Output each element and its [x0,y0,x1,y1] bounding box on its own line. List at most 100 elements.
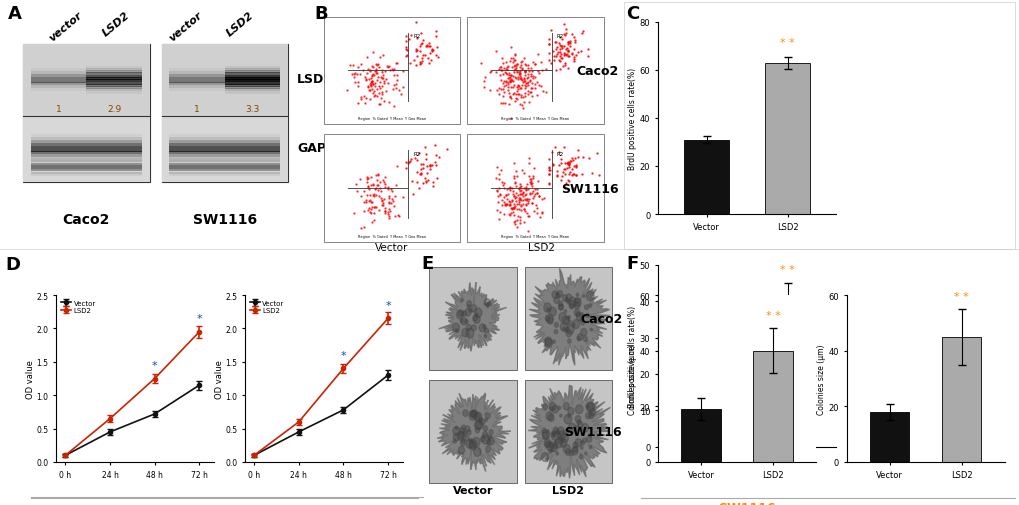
Point [510,194,526,202]
Circle shape [541,428,545,433]
Point [544,161,560,169]
Point [346,70,363,78]
Point [505,205,522,213]
Point [575,154,591,162]
Circle shape [541,452,548,462]
Point [513,203,529,211]
Bar [169,163,224,165]
Point [369,93,385,101]
Point [496,200,513,209]
Point [369,61,385,69]
Bar [169,137,224,140]
Point [491,216,507,224]
Text: A: A [8,5,22,23]
Point [521,89,537,97]
Point [362,67,378,75]
Bar [31,172,87,174]
Point [492,64,508,72]
Point [360,84,376,92]
Point [355,198,371,206]
Point [540,170,556,178]
Point [389,60,406,68]
Point [540,165,556,173]
Point [345,210,362,218]
Point [502,76,519,84]
Text: Caco2: Caco2 [577,65,619,78]
Circle shape [544,441,550,448]
Point [556,170,573,178]
Point [353,93,369,102]
Point [367,83,383,91]
Circle shape [557,437,564,444]
Polygon shape [528,385,609,479]
Bar [31,158,87,161]
Point [522,73,538,81]
Circle shape [557,431,565,440]
Point [422,162,438,170]
Point [552,52,569,60]
Y-axis label: Colonies size (μm): Colonies size (μm) [816,343,824,414]
Point [372,187,388,195]
Text: R2: R2 [413,152,420,157]
Point [504,91,521,99]
Circle shape [474,421,481,430]
Polygon shape [529,269,609,366]
Point [363,74,379,82]
Point [559,161,576,169]
Point [368,191,384,199]
Point [356,188,372,196]
Point [552,176,569,184]
Point [508,90,525,98]
Point [374,201,390,209]
Point [546,39,562,47]
Circle shape [474,309,482,318]
Point [519,195,535,204]
Point [516,185,532,193]
Point [499,79,516,87]
Text: 1: 1 [194,105,200,114]
Bar [224,149,280,152]
Point [417,143,433,152]
Point [540,41,556,49]
Point [377,210,393,218]
Point [500,100,517,109]
Point [363,182,379,190]
Point [371,82,387,90]
Point [378,63,394,71]
Bar [87,170,142,172]
Point [404,177,420,185]
Circle shape [590,328,592,331]
Circle shape [552,340,554,344]
Bar [323,18,460,125]
Point [520,172,536,180]
Point [498,195,515,204]
Point [506,97,523,106]
Point [507,63,524,71]
Text: SW1116: SW1116 [560,182,619,195]
Point [341,62,358,70]
Point [550,40,567,48]
Circle shape [474,413,480,420]
Point [397,33,414,41]
Point [502,72,519,80]
Point [382,199,398,207]
Circle shape [555,452,557,455]
Point [490,176,506,184]
Point [490,171,506,179]
Point [348,188,365,196]
Point [589,149,605,157]
Point [365,64,381,72]
Point [547,66,564,74]
Circle shape [458,446,465,454]
Point [508,68,525,76]
Bar [429,380,517,483]
Point [344,62,361,70]
Point [397,43,414,52]
Bar [169,89,224,92]
Point [505,175,522,183]
Bar [169,75,224,78]
Point [506,66,523,74]
Point [397,38,414,46]
Point [527,61,543,69]
Point [369,172,385,180]
